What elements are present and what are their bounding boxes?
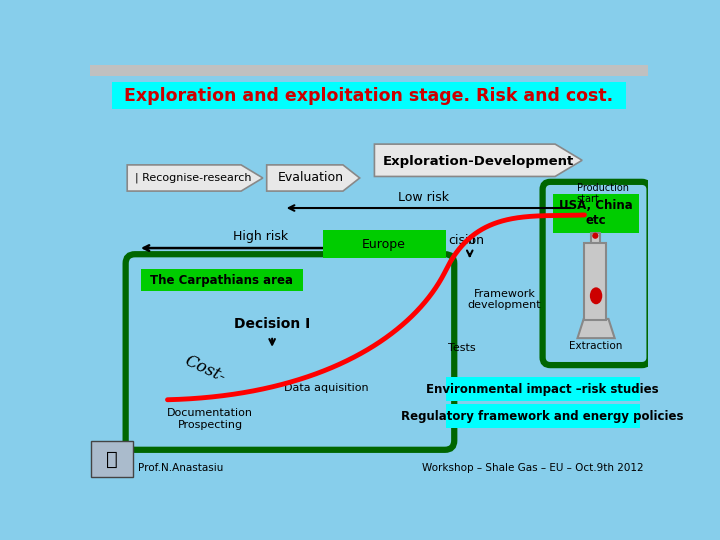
FancyBboxPatch shape xyxy=(112,82,626,110)
Text: Extraction: Extraction xyxy=(570,341,623,351)
Text: Exploration-Development: Exploration-Development xyxy=(383,154,575,167)
Text: High risk: High risk xyxy=(233,231,288,244)
Text: Environmental impact –risk studies: Environmental impact –risk studies xyxy=(426,383,659,396)
Polygon shape xyxy=(266,165,360,191)
Text: cision: cision xyxy=(448,234,484,247)
Polygon shape xyxy=(374,144,582,177)
Text: Data aquisition: Data aquisition xyxy=(284,383,369,393)
FancyBboxPatch shape xyxy=(585,244,606,320)
FancyBboxPatch shape xyxy=(543,182,649,365)
Ellipse shape xyxy=(590,287,602,304)
Text: Exploration and exploitation stage. Risk and cost.: Exploration and exploitation stage. Risk… xyxy=(125,87,613,105)
Text: USA, China
etc: USA, China etc xyxy=(559,199,633,227)
Text: | Recognise-research: | Recognise-research xyxy=(135,173,251,183)
Text: The Carpathians area: The Carpathians area xyxy=(150,274,293,287)
Polygon shape xyxy=(577,319,615,338)
FancyBboxPatch shape xyxy=(446,377,640,401)
Polygon shape xyxy=(127,165,263,191)
Text: Production
start: Production start xyxy=(577,183,629,204)
Text: II: II xyxy=(448,234,475,247)
Text: Regulatory framework and energy policies: Regulatory framework and energy policies xyxy=(401,410,684,423)
Text: Documentation
Prospecting: Documentation Prospecting xyxy=(167,408,253,430)
Text: Cost-: Cost- xyxy=(181,352,228,386)
Text: Prof.N.Anastasiu: Prof.N.Anastasiu xyxy=(138,462,223,472)
FancyBboxPatch shape xyxy=(141,269,303,291)
Text: 🏛: 🏛 xyxy=(106,449,117,469)
FancyBboxPatch shape xyxy=(90,65,648,76)
FancyBboxPatch shape xyxy=(323,231,446,258)
FancyBboxPatch shape xyxy=(446,403,640,428)
Ellipse shape xyxy=(592,233,598,239)
Text: Europe: Europe xyxy=(361,238,405,251)
Text: Low risk: Low risk xyxy=(397,191,449,204)
FancyBboxPatch shape xyxy=(554,194,639,233)
Text: Decision I: Decision I xyxy=(234,318,310,332)
Text: Workshop – Shale Gas – EU – Oct.9th 2012: Workshop – Shale Gas – EU – Oct.9th 2012 xyxy=(422,462,644,472)
FancyBboxPatch shape xyxy=(590,233,600,247)
Text: Tests: Tests xyxy=(448,343,476,353)
Text: Framework
development: Framework development xyxy=(468,289,541,310)
Text: Evaluation: Evaluation xyxy=(277,172,343,185)
FancyBboxPatch shape xyxy=(126,254,454,450)
FancyBboxPatch shape xyxy=(91,441,132,477)
